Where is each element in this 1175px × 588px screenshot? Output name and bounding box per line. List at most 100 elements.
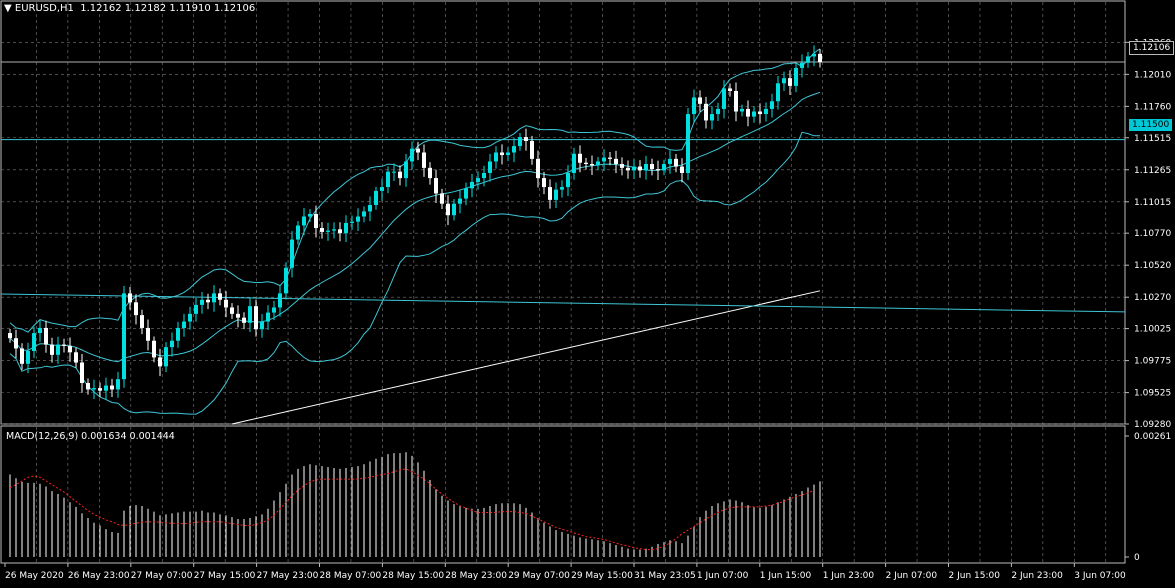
candle-body	[104, 385, 108, 391]
candle-body	[458, 198, 462, 204]
time-axis-label: 29 May 07:00	[508, 571, 570, 581]
candle-body	[644, 164, 648, 171]
time-axis-label: 26 May 2020	[5, 571, 64, 581]
candle-body	[602, 157, 606, 162]
candle-body	[62, 344, 66, 346]
candle-body	[746, 108, 750, 117]
candle-body	[344, 222, 348, 234]
candle-body	[680, 166, 684, 173]
candle-body	[578, 153, 582, 163]
candle-body	[530, 140, 534, 159]
candle-body	[764, 108, 768, 115]
candle-body	[584, 162, 588, 165]
macd-header: MACD(12,26,9) 0.001634 0.001444	[6, 431, 175, 442]
candle-body	[416, 148, 420, 153]
candle-body	[626, 167, 630, 171]
candle-body	[632, 166, 636, 171]
time-axis-label: 27 May 15:00	[194, 571, 256, 581]
candle-body	[452, 203, 456, 216]
candle-body	[386, 171, 390, 188]
price-axis-label: 1.09775	[1134, 357, 1171, 367]
candle-body	[80, 362, 84, 384]
candle-body	[500, 152, 504, 156]
price-axis-label: 1.09525	[1134, 389, 1171, 399]
time-axis-label: 28 May 15:00	[382, 571, 444, 581]
price-axis-label: 1.09280	[1134, 420, 1171, 430]
macd-axis-label: 0.00261	[1134, 432, 1171, 442]
level-price-tag[interactable]: 1.11500	[1129, 119, 1173, 131]
price-axis-label: 1.11015	[1134, 198, 1171, 208]
candle-body	[542, 178, 546, 188]
candle-body	[284, 267, 288, 294]
candle-body	[812, 53, 816, 57]
candle-body	[74, 352, 78, 363]
candle-body	[314, 213, 318, 229]
candle-body	[698, 97, 702, 104]
candle-body	[524, 137, 528, 141]
candle-body	[566, 172, 570, 188]
bid-price-tag: 1.12106	[1129, 41, 1175, 55]
candle-body	[20, 348, 24, 364]
time-axis-label: 29 May 15:00	[571, 571, 633, 581]
bollinger-lower	[9, 131, 820, 415]
candle-body	[650, 164, 654, 170]
time-axis-label: 31 May 23:05	[634, 571, 696, 581]
candle-body	[374, 190, 378, 205]
candle-body	[434, 178, 438, 194]
candle-body	[182, 321, 186, 328]
candle-body	[470, 181, 474, 189]
candle-body	[266, 312, 270, 322]
candle-body	[164, 347, 168, 367]
bollinger-middle	[9, 91, 821, 363]
candle-body	[302, 216, 306, 226]
candle-body	[176, 327, 180, 341]
candle-body	[254, 306, 258, 330]
candle-body	[590, 164, 594, 166]
candle-body	[224, 299, 228, 308]
candle-body	[332, 229, 336, 231]
candle-body	[710, 114, 714, 121]
candle-body	[788, 78, 792, 86]
candle-body	[806, 56, 810, 63]
candle-body	[86, 383, 90, 390]
candle-body	[800, 62, 804, 68]
candle-body	[410, 148, 414, 162]
candle-body	[572, 153, 576, 173]
macd-panel-frame	[0, 425, 1126, 564]
collapse-triangle-icon[interactable]: ▼	[4, 3, 12, 14]
candle-body	[734, 91, 738, 112]
candle-body	[98, 388, 102, 391]
price-axis-label: 1.11760	[1134, 102, 1171, 112]
candle-body	[512, 146, 516, 153]
price-axis-label: 1.11265	[1134, 166, 1171, 176]
candle-body	[338, 229, 342, 234]
candle-body	[230, 307, 234, 314]
candle-body	[56, 344, 60, 355]
indicator-layer	[0, 48, 1126, 425]
time-axis-label: 27 May 07:00	[131, 571, 193, 581]
time-axis-label: 1 Jun 07:00	[697, 571, 749, 581]
candle-body	[596, 161, 600, 166]
candle-body	[638, 166, 642, 171]
candle-body	[272, 307, 276, 313]
price-panel-frame	[0, 0, 1126, 425]
candle-body	[362, 211, 366, 217]
candles-layer	[8, 45, 822, 400]
grid-layer	[0, 0, 1126, 564]
candle-body	[242, 317, 246, 323]
candle-body	[446, 203, 450, 216]
candle-body	[206, 299, 210, 303]
time-axis-label: 28 May 23:00	[445, 571, 507, 581]
candle-body	[506, 152, 510, 156]
candle-body	[320, 228, 324, 232]
candle-body	[194, 304, 198, 314]
candle-body	[782, 78, 786, 84]
macd-axis-label: 0	[1134, 553, 1140, 563]
candle-body	[356, 216, 360, 222]
candle-body	[14, 338, 18, 349]
candle-body	[476, 178, 480, 182]
trend-line[interactable]	[0, 293, 1126, 313]
candle-body	[608, 157, 612, 159]
